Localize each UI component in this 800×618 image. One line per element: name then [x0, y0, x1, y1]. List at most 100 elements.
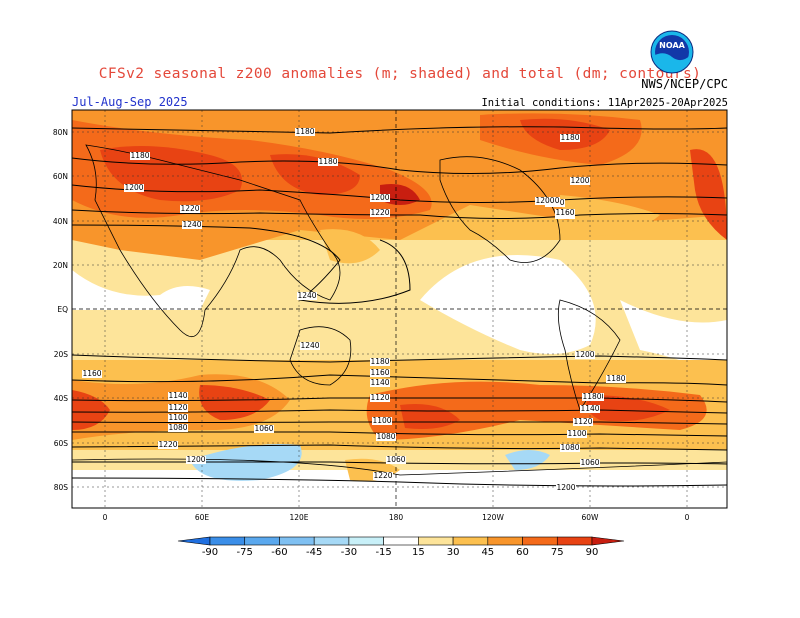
noaa-logo-text: NOAA [659, 41, 685, 50]
map-frame [71, 109, 728, 509]
contour-label: 1100 [168, 413, 187, 422]
anomaly-shade [380, 184, 420, 205]
colorbar-label: 30 [447, 547, 460, 558]
contour-label: 1180 [318, 157, 337, 166]
anomaly-shade [72, 230, 727, 400]
contour-label-bg [180, 205, 200, 213]
contour-label: 1240 [297, 291, 316, 300]
longitude-labels: 0 60E 120E 180 120W 60W 0 [103, 513, 690, 522]
contour-label-bg [570, 177, 590, 185]
anomaly-shade [100, 146, 242, 202]
contour-label-bg [82, 370, 102, 378]
map-background [72, 110, 727, 508]
contour-label: 1160 [555, 208, 574, 217]
contour-label: 1120 [370, 393, 389, 402]
contour-label: 1220 [370, 208, 389, 217]
initial-conditions-label: Initial conditions: 11Apr2025-20Apr2025 [481, 97, 728, 109]
colorbar-label: 90 [586, 547, 599, 558]
lon-label: 180 [389, 513, 404, 522]
contour-label-bg [300, 342, 320, 350]
contour-label-bg [370, 194, 390, 202]
contour-label: 1180 [606, 374, 625, 383]
colorbar-label: -15 [375, 547, 391, 558]
anomaly-shade [400, 404, 460, 429]
contour-label: 1200 [370, 193, 389, 202]
coastlines [72, 144, 727, 476]
lon-label: 60E [195, 513, 210, 522]
contour-label: 1200 [124, 183, 143, 192]
coastline [439, 156, 561, 263]
contour-label-bg [535, 197, 555, 205]
agency-label: NWS/NCEP/CPC [641, 77, 728, 91]
contour-label: 1060 [254, 424, 273, 433]
colorbar-swatch [522, 536, 558, 546]
lat-label: 80N [53, 128, 68, 137]
chart-title: CFSv2 seasonal z200 anomalies (m; shaded… [98, 66, 702, 82]
colorbar-label: 60 [516, 547, 529, 558]
contour-label-bg [370, 358, 390, 366]
anomaly-shade [320, 229, 380, 264]
contour-label-bg [582, 393, 602, 401]
anomaly-shade [586, 395, 670, 422]
colorbar-swatch [348, 536, 384, 546]
anomaly-shade [520, 118, 610, 150]
contour-label: 1220 [158, 440, 177, 449]
colorbar [177, 536, 625, 546]
contour-label: 1180 [570, 176, 589, 185]
anomaly-shade [72, 270, 210, 310]
contour-label: 1160 [584, 392, 603, 401]
colorbar-label: -60 [271, 547, 287, 558]
season-label: Jul-Aug-Sep 2025 [72, 95, 188, 109]
gridlines [72, 110, 727, 508]
contour-label-bg [297, 292, 317, 300]
coastline [85, 144, 341, 337]
lat-label: 60S [54, 439, 69, 448]
lat-label: 80S [54, 483, 69, 492]
anomaly-shade [690, 149, 727, 240]
contour-label: 1120 [573, 417, 592, 426]
lon-label: 120E [289, 513, 308, 522]
anomaly-shade [72, 374, 290, 440]
lat-label: 20S [54, 350, 69, 359]
colorbar-swatch [383, 536, 419, 546]
contour-label-bg [540, 197, 560, 205]
colorbar-label: -90 [202, 547, 218, 558]
coastline [557, 299, 621, 411]
anomaly-shade [72, 120, 432, 219]
colorbar-label: -45 [306, 547, 322, 558]
colorbar-swatch [244, 536, 280, 546]
anomaly-shade [72, 110, 727, 260]
contour-label-bg [560, 444, 580, 452]
contour-label: 1240 [182, 220, 201, 229]
contour-label-bg [370, 369, 390, 377]
contour-label-bg [386, 456, 406, 464]
contour-label-bg [580, 459, 600, 467]
latitude-labels: 80N 60N 40N 20N EQ 20S 40S 60S 80S [53, 128, 68, 492]
contour-label: 1200 [556, 483, 575, 492]
contour-line [72, 224, 411, 304]
lat-label: 20N [53, 261, 68, 270]
contour-label: 1200 [535, 196, 554, 205]
colorbar-swatch [418, 536, 454, 546]
noaa-logo: NOAA [650, 30, 694, 74]
contour-label: 1220 [180, 204, 199, 213]
contour-label: 1100 [372, 416, 391, 425]
anomaly-shade [420, 255, 596, 354]
contour-label-bg [124, 184, 144, 192]
anomaly-shade [366, 381, 707, 440]
contour-label: 1180 [130, 151, 149, 160]
contour-label-bg [318, 158, 338, 166]
lon-label: 60W [582, 513, 600, 522]
contour-label: 1180 [560, 133, 579, 142]
colorbar-label: 15 [412, 547, 425, 558]
lat-label: EQ [57, 305, 68, 314]
contour-label: 1220 [555, 210, 574, 219]
contour-label-bg [254, 425, 274, 433]
lat-label: 40S [54, 394, 69, 403]
contour-label-bg [370, 209, 390, 217]
contour-label-bg [168, 424, 188, 432]
contour-label-bg [606, 375, 626, 383]
contour-label: 1060 [580, 458, 599, 467]
contour-label-bg [560, 134, 580, 142]
contour-label-bg [573, 418, 593, 426]
